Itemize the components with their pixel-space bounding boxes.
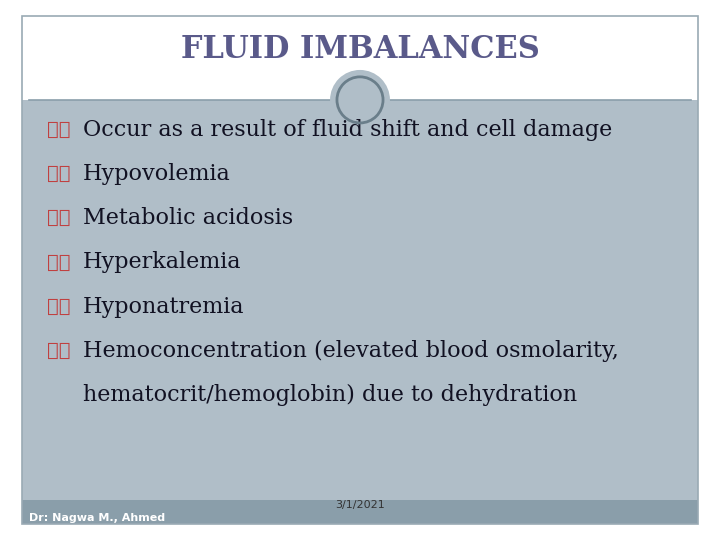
Text: Metabolic acidosis: Metabolic acidosis xyxy=(83,207,293,229)
Text: 3/1/2021: 3/1/2021 xyxy=(335,500,385,510)
Text: Hemoconcentration (elevated blood osmolarity,: Hemoconcentration (elevated blood osmola… xyxy=(83,340,618,362)
Text: ∾∾: ∾∾ xyxy=(47,209,71,227)
Text: Occur as a result of fluid shift and cell damage: Occur as a result of fluid shift and cel… xyxy=(83,119,612,140)
Text: Dr: Nagwa M., Ahmed: Dr: Nagwa M., Ahmed xyxy=(29,513,165,523)
FancyBboxPatch shape xyxy=(22,16,698,100)
Text: ∾∾: ∾∾ xyxy=(47,120,71,139)
FancyBboxPatch shape xyxy=(22,100,698,500)
Text: ∾∾: ∾∾ xyxy=(47,253,71,272)
Text: ∾∾: ∾∾ xyxy=(47,298,71,316)
Text: Hyperkalemia: Hyperkalemia xyxy=(83,252,241,273)
Ellipse shape xyxy=(330,70,390,130)
Text: hematocrit/hemoglobin) due to dehydration: hematocrit/hemoglobin) due to dehydratio… xyxy=(83,384,577,406)
Text: Hyponatremia: Hyponatremia xyxy=(83,296,244,318)
Text: ∾∾: ∾∾ xyxy=(47,342,71,360)
Text: FLUID IMBALANCES: FLUID IMBALANCES xyxy=(181,35,539,65)
FancyBboxPatch shape xyxy=(22,500,698,524)
Text: ∾∾: ∾∾ xyxy=(47,165,71,183)
Text: Hypovolemia: Hypovolemia xyxy=(83,163,230,185)
